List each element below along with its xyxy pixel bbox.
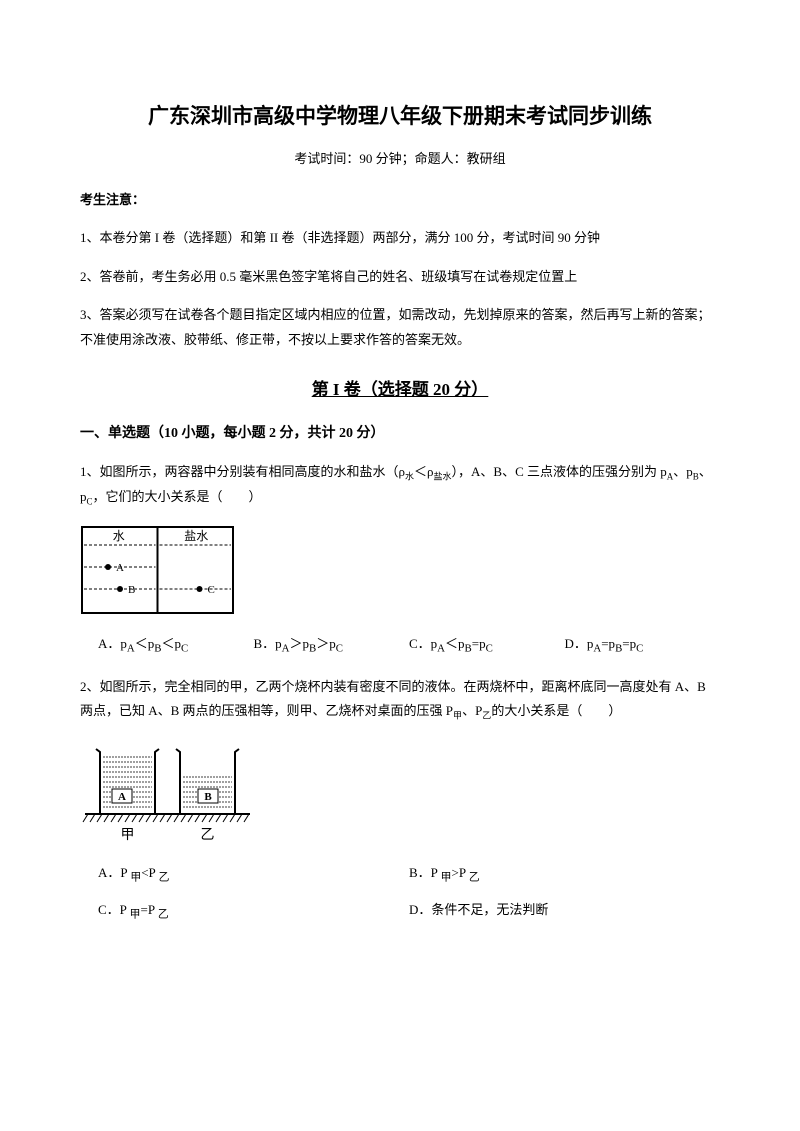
svg-text:乙: 乙: [201, 827, 215, 843]
option-c: C．P 甲=P 乙: [98, 899, 409, 922]
notice-item: 3、答案必须写在试卷各个题目指定区域内相应的位置，如需改动，先划掉原来的答案，然…: [80, 303, 720, 352]
notice-item: 2、答卷前，考生务必用 0.5 毫米黑色签字笔将自己的姓名、班级填写在试卷规定位…: [80, 265, 720, 290]
notice-item: 1、本卷分第 I 卷（选择题）和第 II 卷（非选择题）两部分，满分 100 分…: [80, 226, 720, 251]
svg-text:水: 水: [113, 529, 125, 543]
option-c: C．pA＜pB=pC: [409, 633, 565, 655]
svg-text:B: B: [204, 791, 212, 803]
section-header: 第 I 卷（选择题 20 分）: [80, 375, 720, 400]
option-b: B．P 甲>P 乙: [409, 862, 720, 885]
question-2-figure: A B 甲 乙: [80, 739, 720, 844]
svg-text:A: A: [118, 791, 126, 803]
question-1-options: A．pA＜pB＜pC B．pA＞pB＞pC C．pA＜pB=pC D．pA=pB…: [80, 633, 720, 655]
option-a: A．pA＜pB＜pC: [98, 633, 254, 655]
svg-text:C: C: [208, 584, 215, 596]
option-d: D．pA=pB=pC: [565, 633, 721, 655]
svg-text:B: B: [128, 584, 135, 596]
option-d: D．条件不足，无法判断: [409, 899, 720, 922]
option-a: A．P 甲<P 乙: [98, 862, 409, 885]
option-b: B．pA＞pB＞pC: [254, 633, 410, 655]
question-1-figure: 水 盐水 AB C: [80, 525, 720, 615]
svg-text:A: A: [116, 562, 124, 574]
question-type-heading: 一、单选题（10 小题，每小题 2 分，共计 20 分）: [80, 422, 720, 442]
exam-title: 广东深圳市高级中学物理八年级下册期末考试同步训练: [80, 100, 720, 130]
question-2-text: 2、如图所示，完全相同的甲，乙两个烧杯内装有密度不同的液体。在两烧杯中，距离杯底…: [80, 675, 720, 725]
svg-text:盐水: 盐水: [184, 529, 208, 543]
question-2-options: A．P 甲<P 乙 B．P 甲>P 乙 C．P 甲=P 乙 D．条件不足，无法判…: [80, 862, 720, 935]
notice-heading: 考生注意：: [80, 189, 720, 208]
svg-text:甲: 甲: [121, 828, 135, 843]
question-1-text: 1、如图所示，两容器中分别装有相同高度的水和盐水（ρ水＜ρ盐水），A、B、C 三…: [80, 460, 720, 511]
exam-subtitle: 考试时间：90 分钟；命题人：教研组: [80, 148, 720, 167]
